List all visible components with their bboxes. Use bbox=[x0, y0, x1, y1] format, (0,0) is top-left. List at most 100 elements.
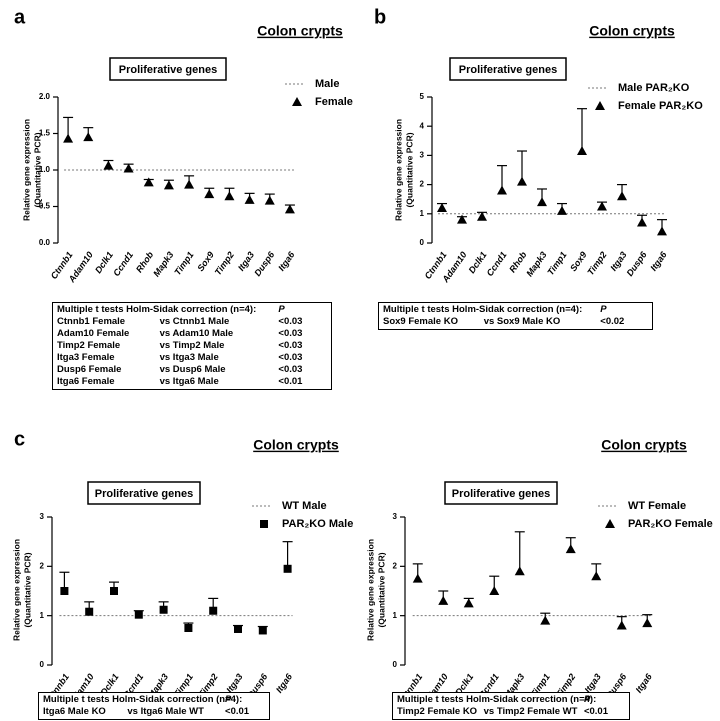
data-point bbox=[60, 587, 69, 595]
data-point bbox=[85, 607, 94, 616]
y-tick-label: 3 bbox=[393, 512, 398, 521]
data-point bbox=[224, 191, 235, 201]
legend-marker bbox=[595, 101, 605, 110]
x-tick-label: Itga6 bbox=[634, 671, 655, 695]
y-tick-label: 1 bbox=[420, 209, 425, 218]
data-point bbox=[591, 571, 602, 581]
x-tick-label: Itga6 bbox=[648, 249, 669, 273]
data-point bbox=[264, 195, 275, 205]
box-title: Proliferative genes bbox=[459, 64, 557, 76]
legend-label: WT Female bbox=[628, 500, 686, 512]
box-title: Proliferative genes bbox=[452, 488, 550, 500]
data-point bbox=[159, 605, 168, 614]
y-axis-label-line: Relative gene expression bbox=[393, 119, 403, 221]
table-cell: <0.02 bbox=[600, 316, 625, 327]
legend-label: Female PAR₂KO bbox=[618, 100, 703, 112]
table-header-cell: Multiple t tests Holm-Sidak correction (… bbox=[397, 694, 597, 705]
table-row: Ctnnb1 Female vs Ctnnb1 Male <0.03 bbox=[57, 316, 327, 328]
table-cell: vs Ctnnb1 Male bbox=[159, 316, 230, 327]
data-point bbox=[540, 615, 551, 625]
table-header-cell: Multiple t tests Holm-Sidak correction (… bbox=[57, 304, 257, 315]
table-cell: vs Adam10 Male bbox=[159, 328, 234, 339]
legend-label: WT Male bbox=[282, 500, 327, 512]
data-point bbox=[283, 564, 292, 573]
y-tick-label: 1 bbox=[393, 611, 398, 620]
table-header-cell: Multiple t tests Holm-Sidak correction (… bbox=[43, 694, 243, 705]
y-tick-label: 3 bbox=[40, 512, 45, 521]
x-tick-label: Mapk3 bbox=[151, 250, 175, 279]
table-cell: Itga6 Female bbox=[57, 376, 115, 387]
table-header: Multiple t tests Holm-Sidak correction (… bbox=[43, 694, 265, 706]
y-tick-label: 0 bbox=[420, 238, 425, 247]
data-point bbox=[143, 177, 154, 187]
x-tick-label: Mapk3 bbox=[524, 250, 548, 279]
y-tick-label: 0.5 bbox=[39, 202, 51, 211]
y-tick-label: 0 bbox=[393, 660, 398, 669]
table-header: Multiple t tests Holm-Sidak correction (… bbox=[57, 304, 327, 316]
data-point bbox=[234, 624, 242, 633]
legend-marker bbox=[605, 519, 615, 528]
table-header: Multiple t tests Holm-Sidak correction (… bbox=[397, 694, 625, 706]
panel-heading: Colon crypts bbox=[253, 437, 339, 453]
data-point bbox=[463, 598, 474, 608]
y-tick-label: 3 bbox=[420, 151, 425, 160]
title-box bbox=[109, 57, 227, 81]
data-point bbox=[209, 606, 218, 615]
table-header-cell: P bbox=[600, 304, 607, 315]
table-cell: vs Itga3 Male bbox=[159, 352, 219, 363]
x-tick-label: Itga6 bbox=[276, 249, 297, 273]
data-point bbox=[258, 626, 267, 635]
panel-letter: c bbox=[14, 428, 25, 450]
data-point bbox=[657, 226, 667, 236]
legend-marker bbox=[292, 97, 302, 106]
data-point bbox=[244, 194, 255, 204]
data-point bbox=[577, 146, 587, 156]
legend-label: PAR₂KO Male bbox=[282, 518, 353, 530]
x-tick-label: Timp1 bbox=[545, 250, 568, 277]
table-header-cell: P bbox=[225, 694, 232, 705]
legend-marker bbox=[260, 520, 268, 528]
table-cell: <0.03 bbox=[278, 328, 303, 339]
table-cell: Dusp6 Female bbox=[57, 364, 122, 375]
data-point bbox=[284, 204, 295, 214]
data-point bbox=[457, 214, 467, 224]
table-cell: Timp2 Female KO bbox=[397, 706, 478, 717]
table-row: Itga3 Female vs Itga3 Male <0.03 bbox=[57, 352, 327, 364]
data-point bbox=[204, 189, 215, 199]
y-tick-label: 0 bbox=[40, 660, 45, 669]
y-axis-label: Relative gene expression (Quantitative PC… bbox=[393, 119, 414, 221]
data-point bbox=[123, 163, 134, 173]
data-point bbox=[637, 217, 647, 227]
y-axis-label-line: Relative gene expression bbox=[21, 119, 31, 221]
panel-heading: Colon crypts bbox=[601, 437, 687, 453]
data-point bbox=[110, 587, 118, 595]
box-title: Proliferative genes bbox=[119, 64, 217, 76]
y-axis-label-line: Relative gene expression bbox=[365, 539, 375, 641]
x-tick-label: Itga3 bbox=[236, 250, 256, 273]
table-header-cell: P bbox=[278, 304, 285, 315]
data-point bbox=[437, 202, 447, 212]
table-header-cell: P bbox=[583, 694, 591, 705]
x-tick-label: Dusp6 bbox=[625, 249, 650, 278]
legend-label: PAR₂KO Female bbox=[628, 518, 713, 530]
y-tick-label: 2 bbox=[420, 180, 425, 189]
table-header: Multiple t tests Holm-Sidak correction (… bbox=[383, 304, 648, 316]
table-row: Timp2 Female vs Timp2 Male <0.03 bbox=[57, 340, 327, 352]
table-cell: Itga3 Female bbox=[57, 352, 115, 363]
data-point bbox=[537, 197, 547, 207]
table-cell: Adam10 Female bbox=[57, 328, 130, 339]
y-tick-label: 5 bbox=[420, 92, 425, 101]
data-point bbox=[184, 179, 195, 189]
x-tick-label: Itga6 bbox=[274, 671, 295, 695]
table-cell: <0.01 bbox=[278, 376, 303, 387]
y-tick-label: 1.5 bbox=[39, 129, 51, 138]
table-cell: vs Itga6 Male bbox=[159, 376, 219, 387]
table-cell: Itga6 Male KO bbox=[43, 706, 106, 717]
y-axis-label-line: Relative gene expression bbox=[11, 539, 21, 641]
panel-letter: a bbox=[14, 6, 26, 28]
table-cell: <0.01 bbox=[583, 706, 608, 717]
y-tick-label: 1 bbox=[40, 611, 45, 620]
table-cell: Ctnnb1 Female bbox=[57, 316, 126, 327]
table-cell: vs Itga6 Male WT bbox=[127, 706, 204, 717]
table-cell: <0.01 bbox=[225, 706, 250, 717]
